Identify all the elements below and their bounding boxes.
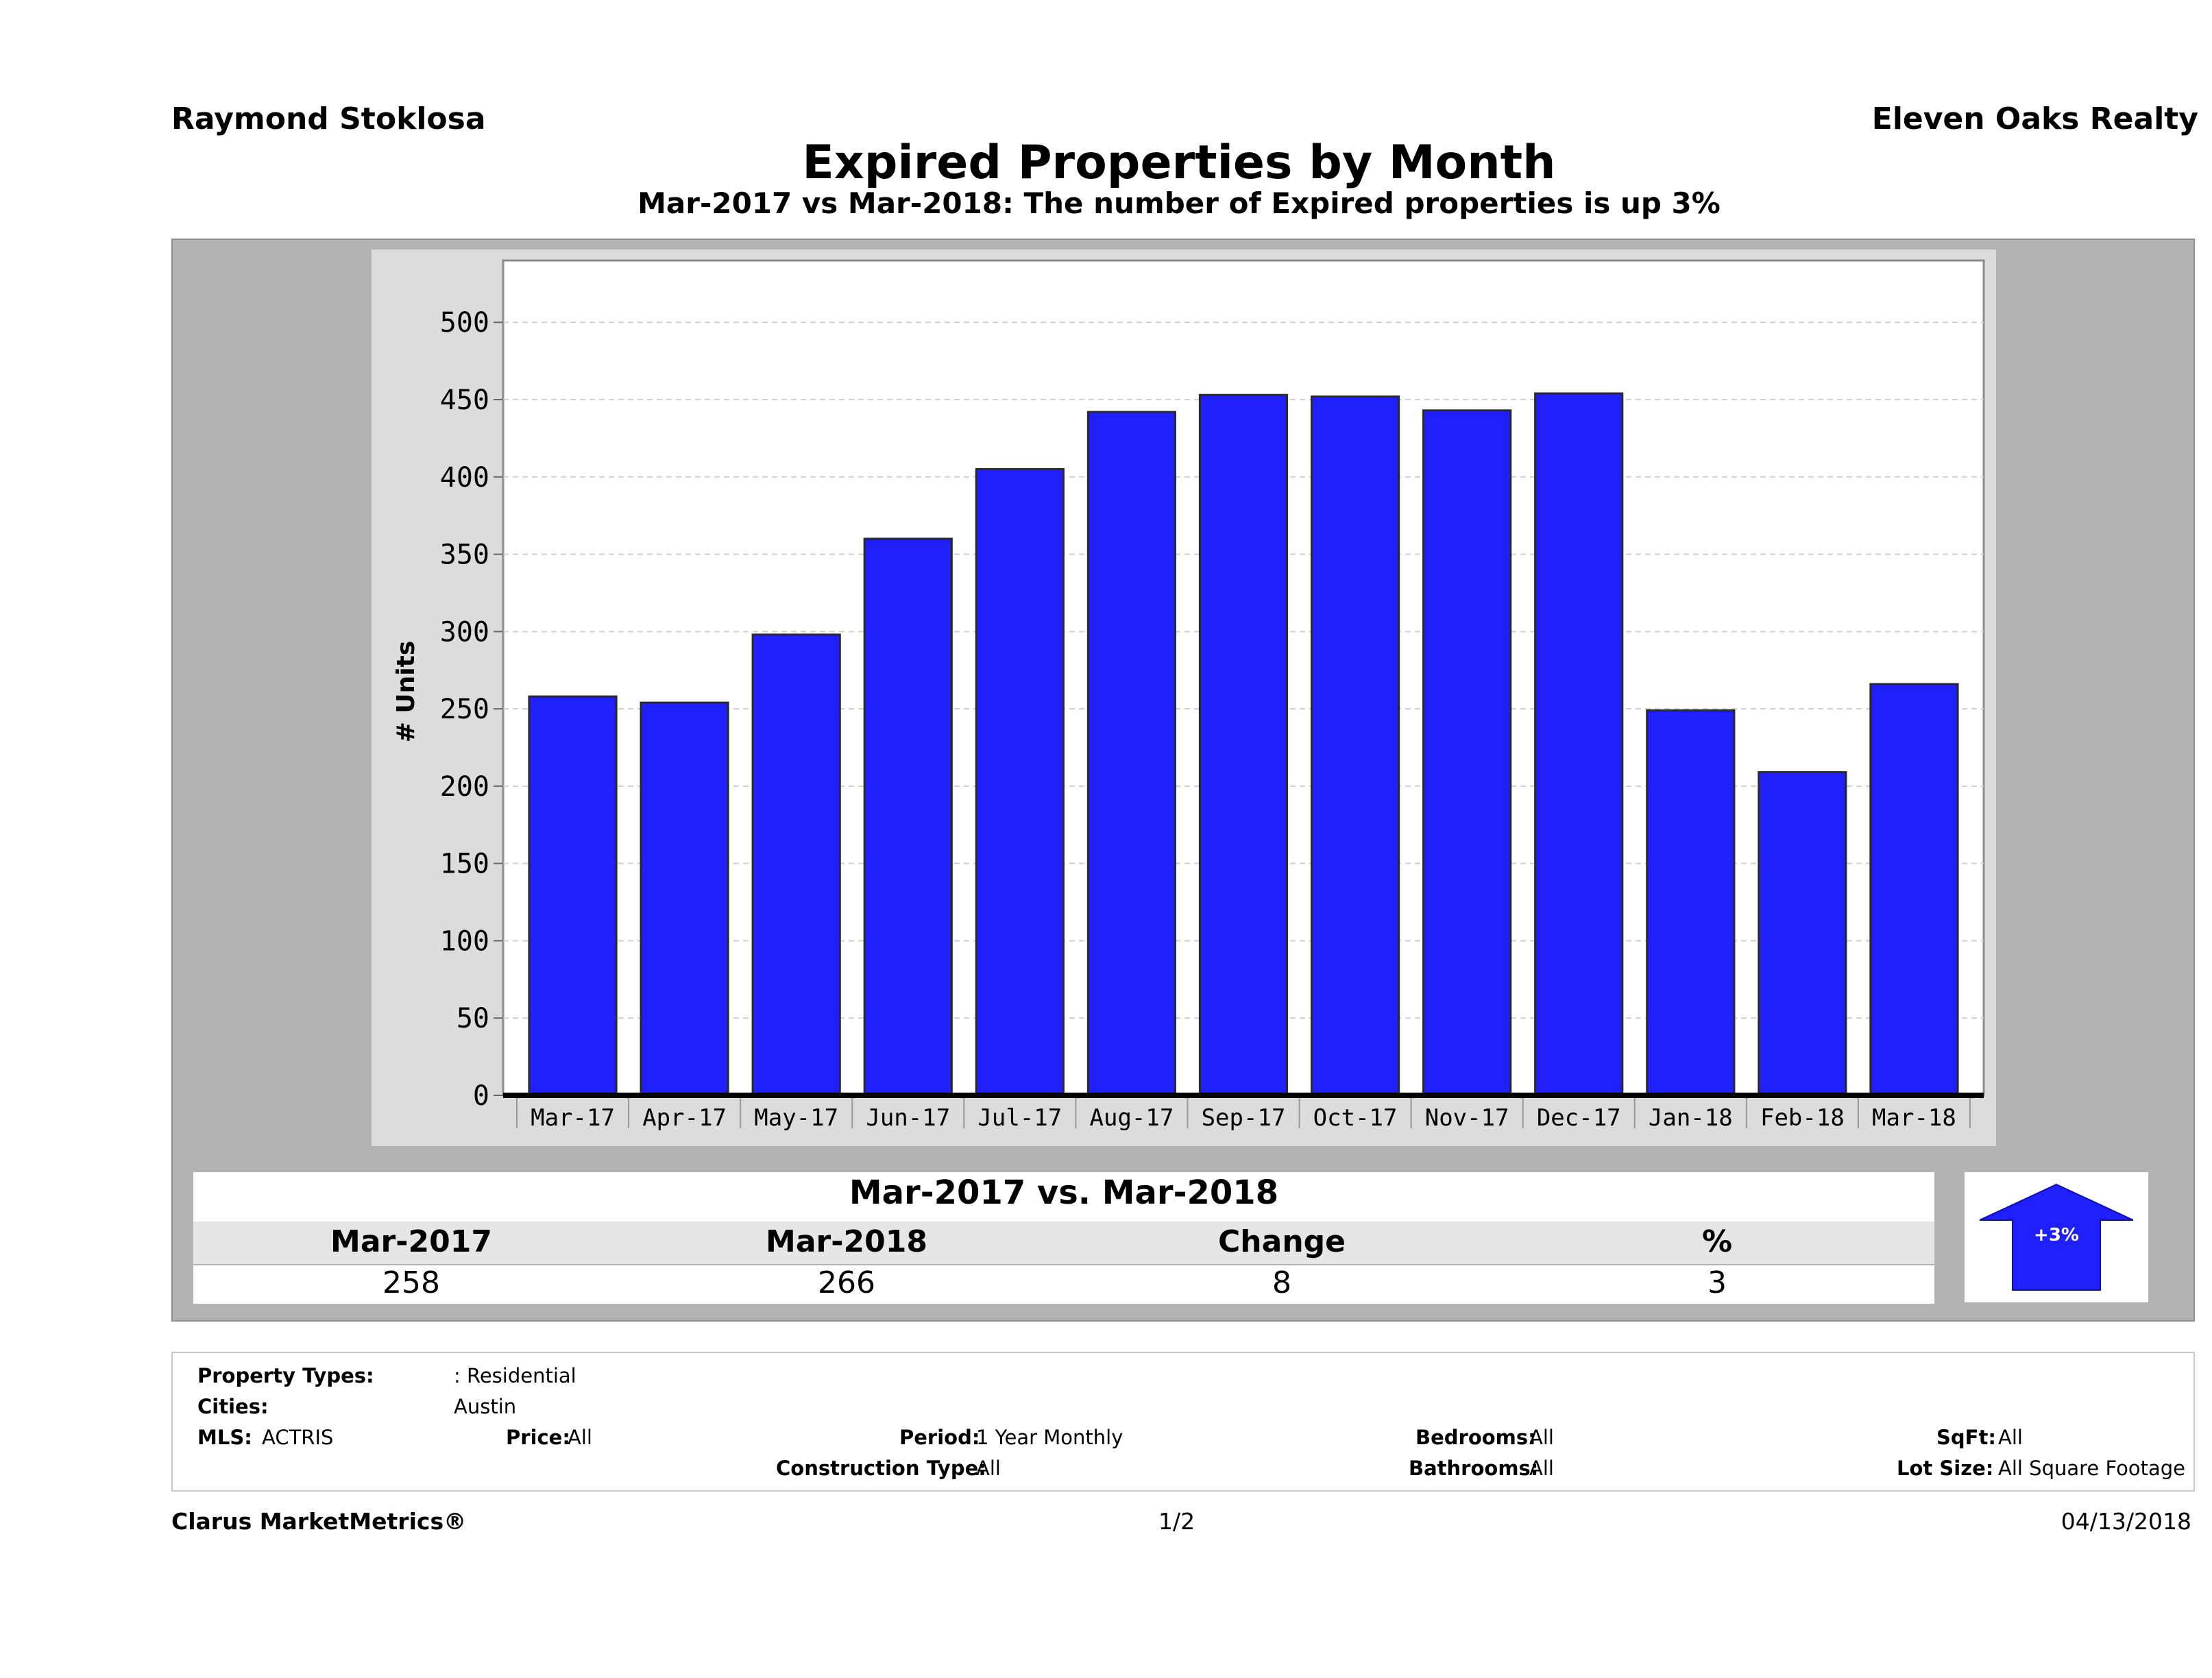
- x-tick-label: Jan-18: [1649, 1104, 1733, 1132]
- comparison-title-band: [193, 1172, 1934, 1221]
- x-tick-label: Apr-17: [642, 1104, 727, 1132]
- mls-label: MLS:: [197, 1426, 252, 1449]
- x-tick-label: Jul-17: [977, 1104, 1062, 1132]
- y-tick-label: 250: [440, 694, 489, 725]
- bathrooms-label: Bathrooms:: [1409, 1457, 1539, 1480]
- x-tick-label: Mar-17: [531, 1104, 615, 1132]
- bar: [1086, 411, 1177, 1097]
- bar: [863, 537, 953, 1097]
- price-value: All: [568, 1426, 592, 1449]
- x-tick-label: Oct-17: [1313, 1104, 1398, 1132]
- sqft-label: SqFt:: [1936, 1426, 1996, 1449]
- construction-type-value: All: [976, 1457, 1001, 1480]
- y-tick-label: 100: [440, 925, 489, 957]
- bar: [1646, 709, 1736, 1097]
- comparison-value-percent: 3: [1707, 1265, 1727, 1300]
- x-tick-label: Jun-17: [866, 1104, 950, 1132]
- bar: [751, 633, 841, 1097]
- bar: [1534, 392, 1624, 1097]
- bar: [528, 695, 618, 1097]
- x-tick-label: Dec-17: [1537, 1104, 1621, 1132]
- y-tick-label: 50: [457, 1003, 489, 1034]
- comparison-value-change: 8: [1272, 1265, 1291, 1300]
- y-tick-label: 200: [440, 771, 489, 803]
- y-tick-label: 500: [440, 307, 489, 339]
- bedrooms-value: All: [1529, 1426, 1554, 1449]
- y-tick-label: 150: [440, 849, 489, 880]
- brokerage-name: Eleven Oaks Realty: [1871, 101, 2198, 136]
- x-tick-label: Mar-18: [1872, 1104, 1956, 1132]
- bar: [1198, 393, 1289, 1097]
- bar: [1422, 409, 1512, 1097]
- lot-size-value: All Square Footage: [1998, 1457, 2186, 1480]
- bar: [1869, 683, 1959, 1097]
- sqft-value: All: [1998, 1426, 2023, 1449]
- x-tick-label: Aug-17: [1090, 1104, 1174, 1132]
- search-criteria-box: Property Types: : Residential Cities: Au…: [171, 1352, 2195, 1492]
- y-tick-label: 450: [440, 385, 489, 416]
- comparison-header-end: Mar-2018: [766, 1224, 927, 1259]
- comparison-title: Mar-2017 vs. Mar-2018: [849, 1174, 1279, 1212]
- comparison-value-end: 266: [818, 1265, 875, 1300]
- y-tick-label: 0: [473, 1080, 489, 1112]
- bar: [975, 468, 1065, 1097]
- bar: [1310, 395, 1400, 1097]
- bedrooms-label: Bedrooms:: [1415, 1426, 1536, 1449]
- y-axis-title: # Units: [392, 641, 420, 743]
- x-tick-label: Sep-17: [1202, 1104, 1286, 1132]
- cities-label: Cities:: [197, 1395, 269, 1418]
- bar: [1758, 771, 1847, 1097]
- property-types-label: Property Types:: [197, 1364, 374, 1387]
- bar: [640, 701, 729, 1097]
- property-types-value: : Residential: [454, 1364, 576, 1387]
- comparison-value-start: 258: [382, 1265, 440, 1300]
- arrow-label: +3%: [2034, 1225, 2079, 1245]
- y-tick-label: 350: [440, 539, 489, 571]
- bathrooms-value: All: [1529, 1457, 1554, 1480]
- bar-chart: 0 50 100 150 200 250 300 350 400 450 500 Mar-17 Apr-…: [392, 259, 1985, 1132]
- x-tick-label: May-17: [754, 1104, 838, 1132]
- chart-subtitle: Mar-2017 vs Mar-2018: The number of Expi…: [637, 186, 1721, 220]
- y-tick-label: 400: [440, 462, 489, 494]
- price-label: Price:: [506, 1426, 570, 1449]
- up-arrow-icon: +3%: [1979, 1183, 2134, 1291]
- agent-name: Raymond Stoklosa: [171, 101, 486, 136]
- comparison-header-start: Mar-2017: [330, 1224, 492, 1259]
- period-label: Period:: [899, 1426, 980, 1449]
- construction-type-label: Construction Type:: [776, 1457, 986, 1480]
- footer-date: 04/13/2018: [2061, 1508, 2191, 1535]
- comparison-header-percent: %: [1701, 1224, 1733, 1259]
- comparison-header-change: Change: [1218, 1224, 1346, 1259]
- y-tick-label: 300: [440, 616, 489, 648]
- cities-value: Austin: [454, 1395, 517, 1418]
- mls-value: ACTRIS: [262, 1426, 334, 1449]
- footer-page-number: 1/2: [1158, 1508, 1195, 1535]
- comparison-header-band: [193, 1221, 1934, 1264]
- footer-brand: Clarus MarketMetrics®: [171, 1508, 467, 1535]
- x-tick-label: Feb-18: [1760, 1104, 1845, 1132]
- x-tick-label: Nov-17: [1425, 1104, 1509, 1132]
- chart-title: Expired Properties by Month: [802, 136, 1556, 190]
- comparison-value-band: [193, 1265, 1934, 1304]
- lot-size-label: Lot Size:: [1897, 1457, 1994, 1480]
- period-value: 1 Year Monthly: [976, 1426, 1123, 1449]
